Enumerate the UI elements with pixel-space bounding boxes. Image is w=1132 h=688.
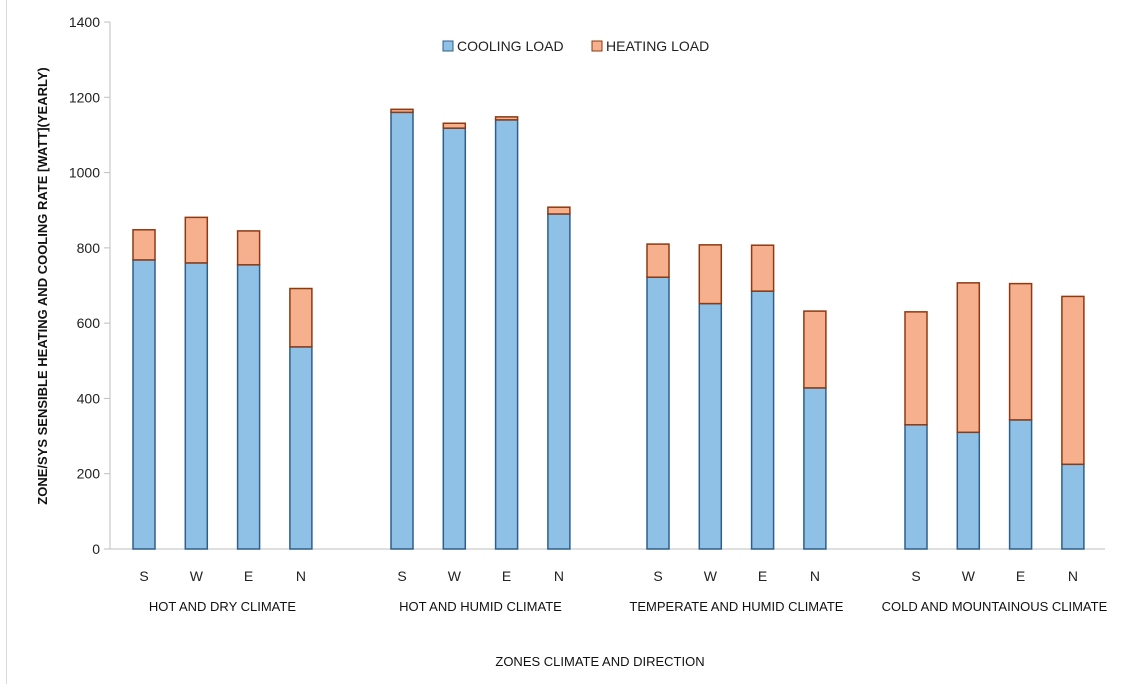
x-category-label: E xyxy=(244,568,253,584)
bar-cooling-load xyxy=(390,111,414,550)
bar-cooling-load xyxy=(132,259,156,550)
x-category-label: S xyxy=(653,568,662,584)
y-tick-label: 800 xyxy=(77,240,101,256)
bar-cooling-load xyxy=(1061,463,1085,550)
bar-cooling-load xyxy=(904,424,928,550)
group-label: HOT AND HUMID CLIMATE xyxy=(399,599,562,614)
y-tick-label: 1400 xyxy=(69,14,100,30)
legend-cooling: COOLING LOAD xyxy=(442,38,564,54)
y-axis-title: ZONE/SYS SENSIBLE HEATING AND COOLING RA… xyxy=(35,67,50,504)
x-category-label: W xyxy=(704,568,718,584)
bar-heating-load xyxy=(1008,282,1033,421)
bar-heating-load xyxy=(236,230,261,266)
bars xyxy=(132,108,1085,550)
bar-heating-load xyxy=(442,122,467,129)
bar-cooling-load xyxy=(646,276,670,550)
bar-heating-load xyxy=(132,229,156,261)
bar-cooling-load xyxy=(750,290,775,550)
legend-label: COOLING LOAD xyxy=(457,38,564,54)
bar-cooling-load xyxy=(547,213,571,550)
x-category-label: E xyxy=(502,568,511,584)
bar-cooling-load xyxy=(698,302,723,550)
bar-heating-load xyxy=(184,216,209,264)
x-category-label: W xyxy=(448,568,462,584)
bar-cooling-load xyxy=(803,387,827,550)
bar-cooling-load xyxy=(956,431,981,550)
bar-heating-load xyxy=(646,243,670,278)
bar-cooling-load xyxy=(236,264,261,550)
x-category-label: W xyxy=(190,568,204,584)
bar-heating-load xyxy=(904,311,928,426)
bar-heating-load xyxy=(803,310,827,389)
x-category-label: N xyxy=(810,568,820,584)
legend-swatch xyxy=(591,40,603,52)
y-tick-label: 400 xyxy=(77,390,101,406)
group-label: COLD AND MOUNTAINOUS CLIMATE xyxy=(882,599,1108,614)
group-label: HOT AND DRY CLIMATE xyxy=(149,599,296,614)
x-category-label: S xyxy=(139,568,148,584)
x-category-label: E xyxy=(1016,568,1025,584)
bar-cooling-load xyxy=(1008,419,1033,550)
y-tick-label: 200 xyxy=(77,466,101,482)
legend-swatch xyxy=(442,40,454,52)
legend-label: HEATING LOAD xyxy=(606,38,709,54)
bar-cooling-load xyxy=(289,346,313,550)
group-label: TEMPERATE AND HUMID CLIMATE xyxy=(629,599,843,614)
x-category-label: S xyxy=(911,568,920,584)
legend: COOLING LOAD HEATING LOAD xyxy=(442,38,709,54)
x-axis-title: ZONES CLIMATE AND DIRECTION xyxy=(495,654,704,669)
bar-heating-load xyxy=(698,244,723,305)
x-category-label: W xyxy=(962,568,976,584)
y-tick-label: 0 xyxy=(92,541,100,557)
x-category-label: E xyxy=(758,568,767,584)
bar-cooling-load xyxy=(494,119,519,550)
legend-heating: HEATING LOAD xyxy=(591,38,709,54)
x-category-label: N xyxy=(296,568,306,584)
y-tick-label: 600 xyxy=(77,315,101,331)
y-tick-label: 1000 xyxy=(69,165,100,181)
x-category-label: N xyxy=(554,568,564,584)
x-category-label: S xyxy=(397,568,406,584)
bar-cooling-load xyxy=(442,127,467,550)
bar-heating-load xyxy=(1061,295,1085,466)
bar-heating-load xyxy=(956,282,981,434)
bar-heating-load xyxy=(494,116,519,121)
x-category-label: N xyxy=(1068,568,1078,584)
chart-container: 0 200 400 600 800 1000 1200 1400 S W E N HOT AND DR… xyxy=(6,0,1126,684)
bar-heating-load xyxy=(390,108,414,114)
y-tick-label: 1200 xyxy=(69,89,100,105)
bar-heating-load xyxy=(289,287,313,348)
bar-heating-load xyxy=(547,206,571,215)
bar-heating-load xyxy=(750,244,775,292)
axes: 0 200 400 600 800 1000 1200 1400 xyxy=(69,14,1105,557)
bar-cooling-load xyxy=(184,262,209,550)
